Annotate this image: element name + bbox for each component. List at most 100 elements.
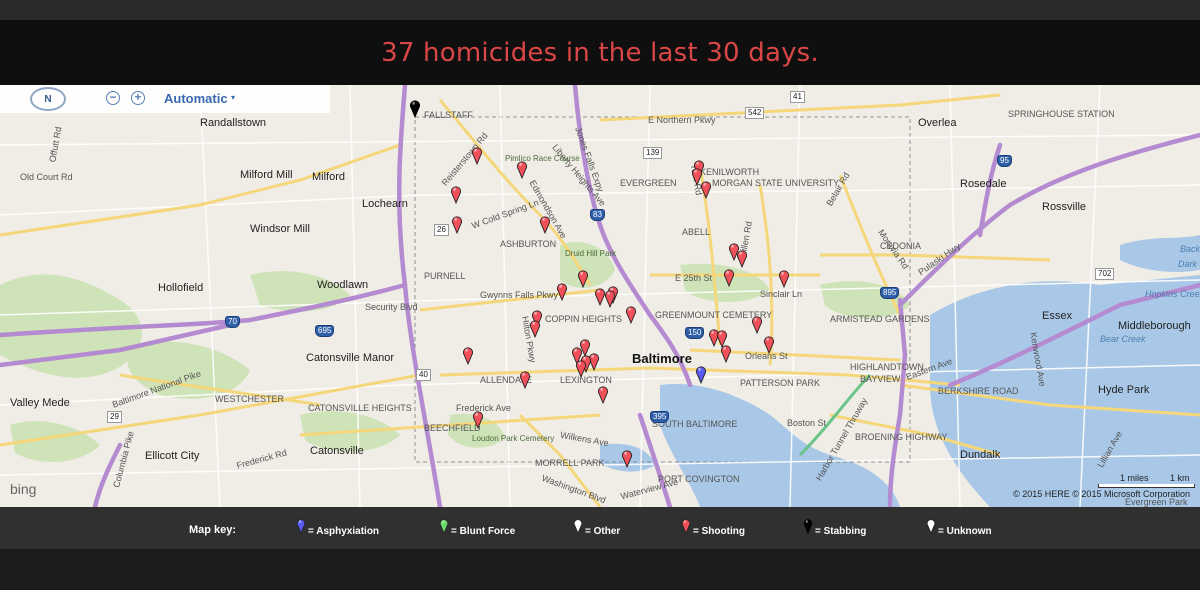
scale-bar (1098, 484, 1195, 488)
neighborhood-label: FALLSTAFF (424, 110, 473, 120)
neighborhood-label: ASHBURTON (500, 239, 557, 249)
map-type-dropdown[interactable]: Automatic (164, 91, 228, 106)
key-label: = Asphyxiation (308, 526, 380, 537)
shooting-pin[interactable] (450, 185, 462, 205)
shooting-pin[interactable] (575, 359, 587, 379)
shooting-pin[interactable] (778, 269, 790, 289)
interstate-shield: 83 (590, 209, 605, 221)
map-copyright: © 2015 HERE © 2015 Microsoft Corporation (1013, 489, 1190, 499)
stabbing-pin[interactable] (409, 99, 421, 119)
shooting-pin[interactable] (736, 249, 748, 269)
key-label: = Blunt Force (451, 526, 516, 537)
interstate-shield: 150 (685, 327, 705, 339)
route-shield: 40 (416, 369, 431, 381)
compass-icon[interactable]: N (30, 87, 66, 111)
top-strip (0, 0, 1200, 20)
neighborhood-label: BAYVIEW (860, 374, 901, 384)
place-label: Windsor Mill (250, 223, 310, 235)
neighborhood-label: KENILWORTH (700, 167, 760, 177)
shooting-pin[interactable] (716, 329, 728, 349)
water-label: Bear Creek (1100, 334, 1146, 344)
map-key-bar: Map key: = Asphyxiation = Blunt Force = Ot… (0, 507, 1200, 549)
shooting-pin[interactable] (539, 215, 551, 235)
map-base (0, 85, 1200, 507)
shooting-pin[interactable] (472, 410, 484, 430)
water-label: Hopkins Creek (1145, 289, 1200, 299)
place-label: Middleborough (1118, 320, 1191, 332)
neighborhood-label: ABELL (682, 227, 711, 237)
park-label: Pimlico Race Course (505, 154, 580, 163)
shooting-pin[interactable] (594, 287, 606, 307)
shooting-pin[interactable] (728, 242, 740, 262)
scale-miles: 1 miles (1120, 473, 1149, 483)
park-label: Loudon Park Cemetery (472, 434, 555, 443)
shooting-pin[interactable] (597, 385, 609, 405)
neighborhood-label: BROENING HIGHWAY (855, 432, 948, 442)
shooting-pin[interactable] (720, 344, 732, 364)
neighborhood-label: BEECHFIELD (424, 423, 481, 433)
shooting-pin[interactable] (604, 289, 616, 309)
road-label: Orleans St (745, 351, 788, 361)
road-label: Gwynns Falls Pkwy (480, 290, 559, 300)
shooting-pin[interactable] (751, 315, 763, 335)
place-label: Rossville (1042, 201, 1087, 213)
place-label: Baltimore (632, 351, 692, 366)
place-label: Essex (1042, 310, 1072, 322)
zoom-in-button[interactable]: + (131, 91, 145, 105)
neighborhood-label: GREENMOUNT CEMETERY (655, 310, 773, 320)
neighborhood-label: PATTERSON PARK (740, 378, 821, 388)
shooting-pin[interactable] (625, 305, 637, 325)
shooting-pin[interactable] (529, 319, 541, 339)
shooting-pin[interactable] (700, 180, 712, 200)
interstate-shield: 70 (225, 316, 240, 328)
shooting-pin[interactable] (723, 268, 735, 288)
neighborhood-label: PORT COVINGTON (658, 474, 740, 484)
route-shield: 139 (643, 147, 663, 159)
shooting-pin[interactable] (571, 346, 583, 366)
neighborhood-label: PURNELL (424, 271, 466, 281)
road-label: Boston St (787, 418, 827, 428)
chevron-down-icon[interactable]: ▾ (231, 93, 236, 102)
key-label: = Unknown (938, 526, 992, 537)
shooting-pin[interactable] (462, 346, 474, 366)
asphyxiation-pin[interactable] (695, 365, 707, 385)
neighborhood-label: BERKSHIRE ROAD (938, 386, 1019, 396)
shooting-pin[interactable] (577, 269, 589, 289)
place-label: Randallstown (200, 117, 267, 129)
neighborhood-label: MORRELL PARK (535, 458, 605, 468)
road-label: Old Court Rd (20, 172, 73, 182)
place-label: Catonsville (310, 445, 364, 457)
neighborhood-label: SOUTH BALTIMORE (652, 419, 738, 429)
interstate-shield: 895 (880, 287, 900, 299)
key-label: = Stabbing (815, 526, 867, 537)
bing-logo: bing (10, 481, 37, 497)
shooting-pin[interactable] (621, 449, 633, 469)
neighborhood-label: CATONSVILLE HEIGHTS (308, 403, 412, 413)
place-label: Woodlawn (317, 279, 369, 291)
headline-bar: 37 homicides in the last 30 days. (0, 20, 1200, 85)
neighborhood-label: SPRINGHOUSE STATION (1008, 109, 1115, 119)
zoom-out-button[interactable]: − (106, 91, 120, 105)
interstate-shield: 95 (997, 155, 1012, 167)
place-label: Valley Mede (10, 397, 70, 409)
place-label: Rosedale (960, 178, 1007, 190)
shooting-pin[interactable] (519, 370, 531, 390)
road-label: Frederick Ave (456, 403, 511, 413)
homicide-map[interactable]: N − + Automatic ▾ Randallstown Milford M… (0, 85, 1200, 507)
shooting-pin[interactable] (763, 335, 775, 355)
place-label: Evergreen Park (1125, 497, 1188, 507)
shooting-pin[interactable] (579, 338, 591, 358)
shooting-pin[interactable] (471, 146, 483, 166)
road-label: Sinclair Ln (760, 289, 803, 299)
park-label: Druid Hill Park (565, 249, 617, 258)
neighborhood-label: EVERGREEN (620, 178, 677, 188)
route-shield: 26 (434, 224, 449, 236)
interstate-shield: 395 (650, 411, 670, 423)
shooting-pin[interactable] (531, 309, 543, 329)
shooting-pin[interactable] (451, 215, 463, 235)
neighborhood-label: ARMISTEAD GARDENS (830, 314, 930, 324)
shooting-pin[interactable] (691, 167, 703, 187)
shooting-pin[interactable] (556, 282, 568, 302)
shooting-pin[interactable] (516, 160, 528, 180)
neighborhood-label: COPPIN HEIGHTS (545, 314, 623, 324)
